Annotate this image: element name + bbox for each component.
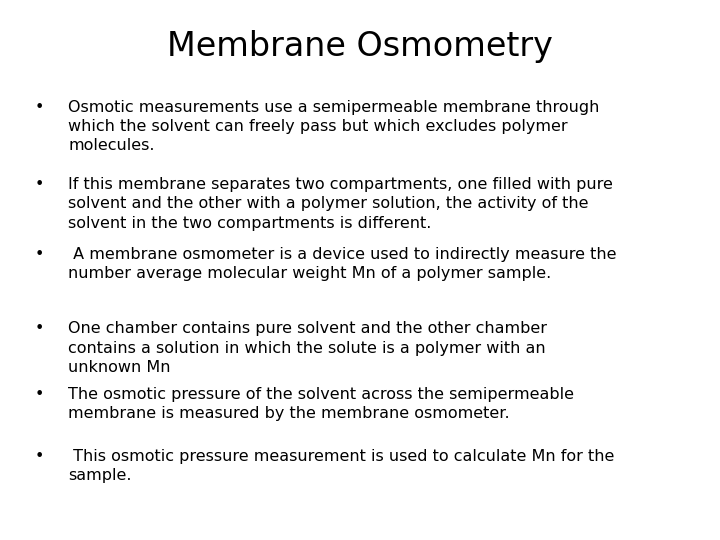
Text: Osmotic measurements use a semipermeable membrane through
which the solvent can : Osmotic measurements use a semipermeable… (68, 100, 600, 153)
Text: •: • (35, 100, 45, 115)
Text: •: • (35, 387, 45, 402)
Text: If this membrane separates two compartments, one filled with pure
solvent and th: If this membrane separates two compartme… (68, 177, 613, 231)
Text: Membrane Osmometry: Membrane Osmometry (167, 30, 553, 63)
Text: One chamber contains pure solvent and the other chamber
contains a solution in w: One chamber contains pure solvent and th… (68, 321, 547, 375)
Text: •: • (35, 321, 45, 336)
Text: This osmotic pressure measurement is used to calculate Mn for the
sample.: This osmotic pressure measurement is use… (68, 449, 615, 483)
Text: •: • (35, 177, 45, 192)
Text: The osmotic pressure of the solvent across the semipermeable
membrane is measure: The osmotic pressure of the solvent acro… (68, 387, 575, 421)
Text: •: • (35, 247, 45, 262)
Text: •: • (35, 449, 45, 464)
Text: A membrane osmometer is a device used to indirectly measure the
number average m: A membrane osmometer is a device used to… (68, 247, 617, 281)
